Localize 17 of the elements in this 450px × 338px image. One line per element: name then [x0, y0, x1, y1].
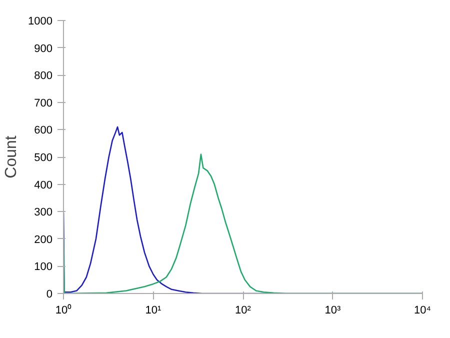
x-tick-label: 10¹: [145, 304, 162, 316]
x-tick-label: 10³: [324, 304, 342, 316]
y-tick-label: 900: [34, 42, 53, 55]
y-tick-label: 0: [46, 288, 53, 300]
y-axis-title: Count: [3, 135, 20, 178]
y-tick-label: 500: [34, 152, 53, 164]
x-tick-label: 10⁴: [414, 304, 432, 316]
y-tick-label: 100: [34, 261, 53, 274]
y-tick-label: 700: [34, 97, 53, 110]
y-tick-label: 800: [34, 70, 53, 82]
x-tick-label: 10²: [235, 304, 252, 316]
y-tick-label: 600: [34, 124, 53, 137]
y-tick-label: 300: [34, 206, 53, 219]
y-tick-label: 200: [34, 234, 53, 246]
y-tick-label: 400: [34, 179, 53, 192]
x-tick-label: 10⁰: [55, 304, 72, 316]
y-tick-label: 1000: [28, 16, 53, 28]
